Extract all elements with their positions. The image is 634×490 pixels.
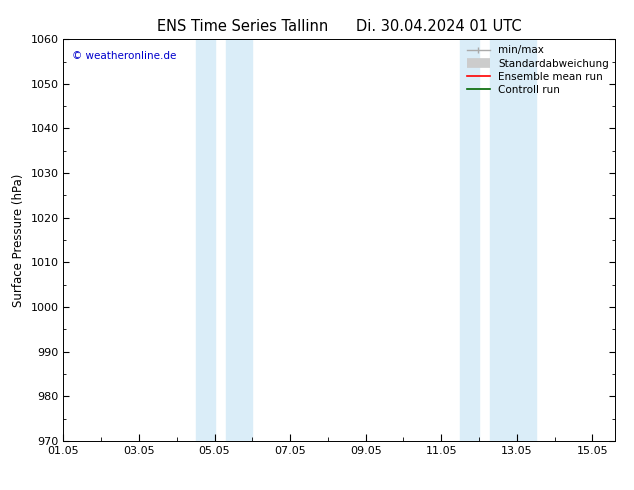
Text: © weatheronline.de: © weatheronline.de bbox=[72, 51, 176, 61]
Title: ENS Time Series Tallinn      Di. 30.04.2024 01 UTC: ENS Time Series Tallinn Di. 30.04.2024 0… bbox=[157, 19, 522, 34]
Legend: min/max, Standardabweichung, Ensemble mean run, Controll run: min/max, Standardabweichung, Ensemble me… bbox=[463, 41, 613, 99]
Y-axis label: Surface Pressure (hPa): Surface Pressure (hPa) bbox=[12, 173, 25, 307]
Bar bbox=[490, 39, 536, 441]
Bar bbox=[196, 39, 214, 441]
Bar bbox=[226, 39, 252, 441]
Bar bbox=[460, 39, 479, 441]
